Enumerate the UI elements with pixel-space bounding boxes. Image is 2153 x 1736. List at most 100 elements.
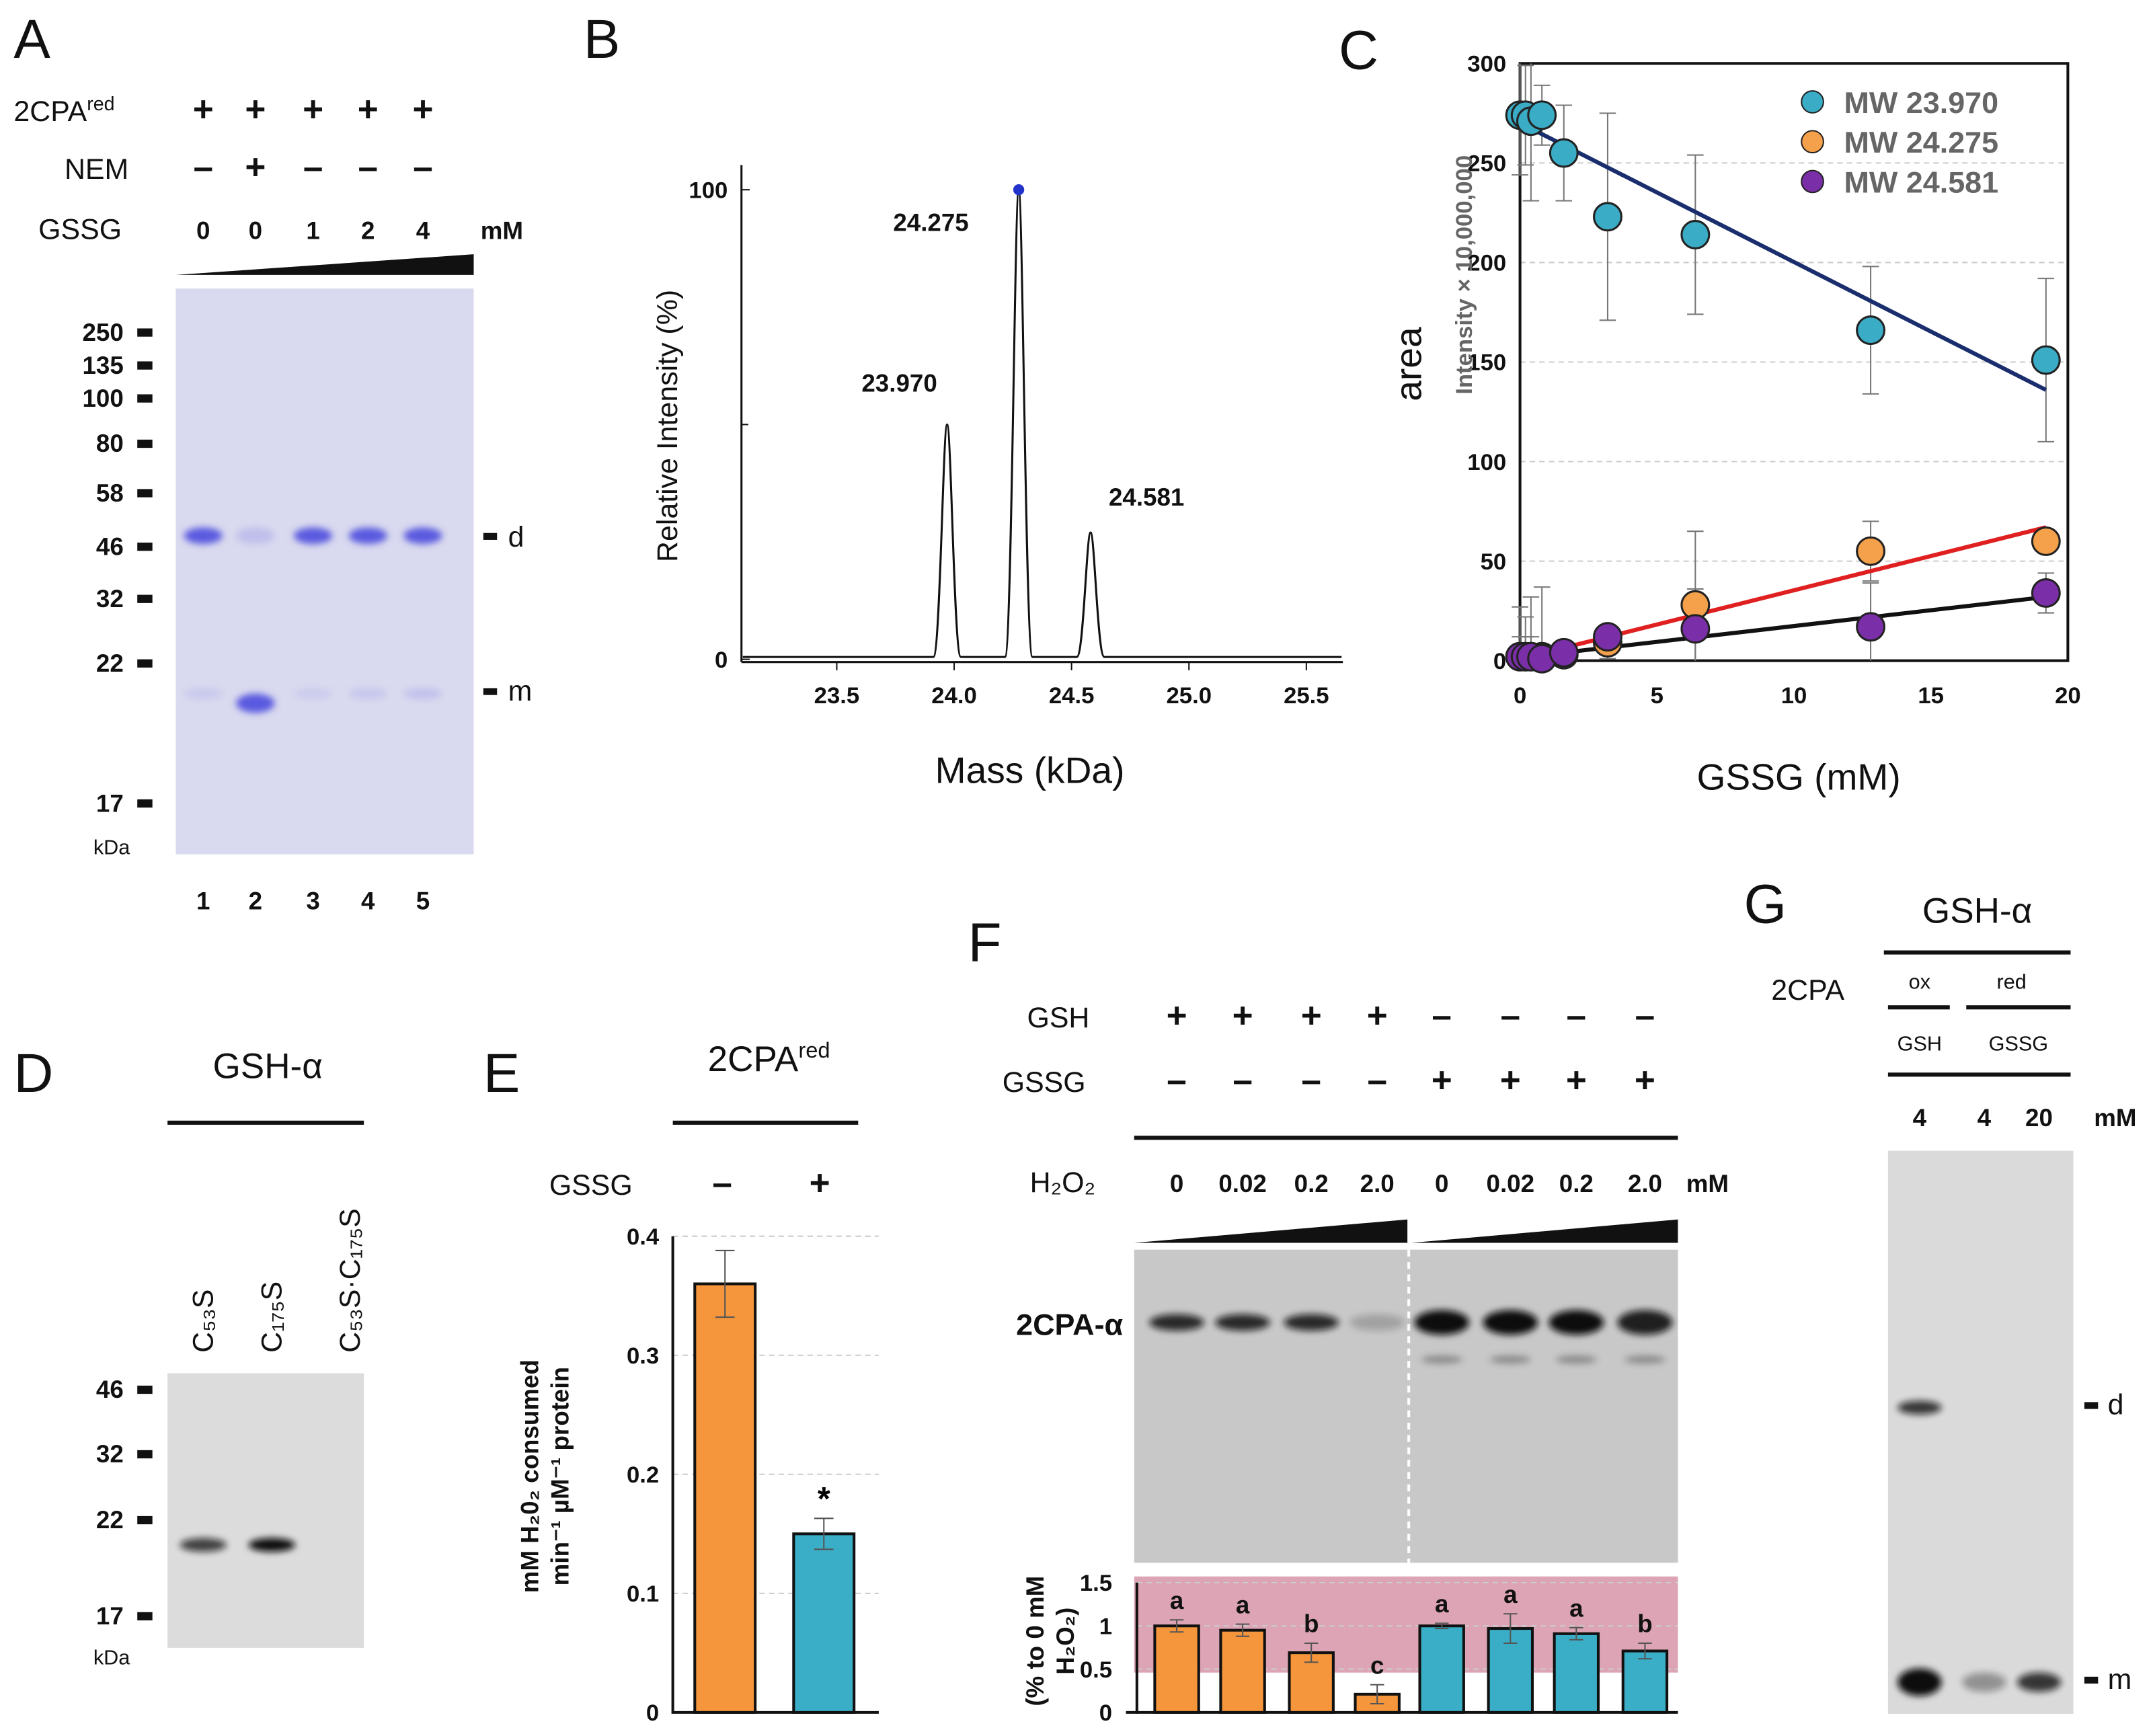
x-tick-label: 15 xyxy=(1918,683,1944,709)
band xyxy=(180,1538,227,1552)
marker-tick xyxy=(137,594,153,603)
concentration-value: 4 xyxy=(1913,1104,1927,1132)
band xyxy=(248,1538,296,1552)
sign-gsh: – xyxy=(1432,996,1452,1035)
divider-line xyxy=(1887,1072,2071,1077)
sign-2cpa: + xyxy=(412,89,433,129)
row-label-gssg: GSSG xyxy=(549,1169,633,1201)
marker-label: 100 xyxy=(82,385,123,412)
lane-number: 2 xyxy=(249,887,262,914)
title-underline xyxy=(672,1120,859,1125)
unit-label: mM xyxy=(481,217,523,245)
bar xyxy=(1553,1632,1600,1714)
y-axis-label: area xyxy=(1388,327,1430,401)
y-tick-label: 1 xyxy=(1099,1614,1112,1639)
monomer-band xyxy=(294,688,333,699)
data-point xyxy=(1527,100,1557,130)
sign-gssg: + xyxy=(1500,1060,1521,1100)
sign-gsh: + xyxy=(1167,996,1187,1035)
sign-gssg: – xyxy=(1167,1060,1187,1100)
y-tick-label: 100 xyxy=(689,177,728,203)
row-label-gsh: GSH xyxy=(1027,1002,1089,1034)
row-label-gssg: GSSG xyxy=(1003,1066,1086,1099)
ox-label: ox xyxy=(1909,971,1930,994)
sign-gssg: + xyxy=(1432,1060,1452,1100)
significance-letter: a xyxy=(1170,1587,1184,1614)
x-axis-label: GSSG (mM) xyxy=(1697,756,1901,798)
gssg-value: 0 xyxy=(249,217,262,245)
legend-label: MW 23.970 xyxy=(1844,85,1999,120)
unit-label: mM xyxy=(1686,1170,1729,1197)
sign-2cpa: + xyxy=(193,89,214,129)
band-tick-d xyxy=(483,532,498,540)
y-tick-label: 250 xyxy=(1467,151,1506,177)
red-underline xyxy=(1966,1005,2071,1010)
marker-tick xyxy=(137,1450,153,1459)
band xyxy=(1349,1314,1405,1331)
y-tick-label: 100 xyxy=(1467,450,1506,475)
significance-letter: c xyxy=(1370,1651,1384,1679)
panel-title: 2CPAred xyxy=(708,1037,830,1079)
x-axis-label: Mass (kDa) xyxy=(935,749,1125,791)
y-tick-label: 0.3 xyxy=(627,1343,659,1369)
faint-band xyxy=(1489,1355,1531,1364)
monomer-band xyxy=(348,688,387,699)
panel-title: GSH-α xyxy=(1922,892,2032,931)
data-point xyxy=(1593,202,1622,232)
marker-label: 135 xyxy=(82,352,123,379)
marker-label: 22 xyxy=(96,1506,124,1534)
data-point xyxy=(2031,578,2061,608)
concentration-value: 4 xyxy=(1978,1104,1992,1132)
band-label-d: d xyxy=(2108,1389,2124,1421)
sign-nem: – xyxy=(193,147,213,187)
marker-tick xyxy=(137,439,153,448)
band xyxy=(1284,1314,1339,1331)
legend-marker xyxy=(1801,90,1824,114)
western-blot xyxy=(1887,1150,2074,1714)
sign-minus: – xyxy=(712,1163,732,1203)
peak-label: 24.581 xyxy=(1109,483,1184,511)
western-blot xyxy=(1134,1249,1678,1563)
band xyxy=(1617,1310,1673,1335)
sign-nem: – xyxy=(303,147,323,187)
panel-d: GSH-α C₅₃S C₁₇₅S C₅₃S·C₁₇₅S 46 32 22 17 kDa xyxy=(93,1046,366,1669)
band xyxy=(1149,1314,1204,1331)
dimer-band xyxy=(403,527,442,545)
marker-label: 80 xyxy=(96,430,124,457)
ox-underline xyxy=(1887,1005,1950,1010)
marker-label: 46 xyxy=(96,1376,124,1403)
data-point xyxy=(1680,220,1711,249)
sign-gssg: + xyxy=(1635,1060,1655,1100)
marker-tick xyxy=(137,659,153,668)
monomer-band xyxy=(403,688,442,699)
x-tick-label: 10 xyxy=(1781,683,1807,709)
y-tick-label: 50 xyxy=(1481,549,1507,575)
sign-2cpa: + xyxy=(303,89,323,129)
marker-label: 32 xyxy=(96,1440,124,1468)
band-tick-m xyxy=(483,688,498,695)
marker-label: 32 xyxy=(96,585,124,613)
gssg-value: 0 xyxy=(196,217,210,245)
y-tick-label: 0.5 xyxy=(1080,1657,1112,1683)
x-tick-label: 25.5 xyxy=(1284,683,1329,709)
legend-label: MW 24.581 xyxy=(1844,165,1999,199)
lane-number: 5 xyxy=(416,887,430,914)
data-point xyxy=(1856,612,1886,642)
significance-marker: * xyxy=(818,1481,831,1517)
y-tick-label: 300 xyxy=(1467,52,1506,77)
bar xyxy=(792,1532,856,1714)
sign-plus: + xyxy=(810,1163,830,1203)
divider-line xyxy=(1134,1136,1678,1140)
y-axis-sublabel: Intensity × 10,000,000 xyxy=(1452,155,1477,395)
marker-label: 58 xyxy=(96,479,124,507)
marker-tick xyxy=(137,1612,153,1621)
bar xyxy=(1219,1628,1266,1714)
band xyxy=(1549,1310,1604,1335)
unit-label: mM xyxy=(2094,1104,2136,1132)
plot-frame xyxy=(1518,62,2070,662)
sign-gsh: + xyxy=(1232,996,1253,1035)
x-tick-label: 0 xyxy=(1514,683,1526,709)
gsh-label: GSH xyxy=(1897,1033,1942,1056)
dimer-band xyxy=(348,527,387,545)
data-point xyxy=(1549,637,1579,668)
